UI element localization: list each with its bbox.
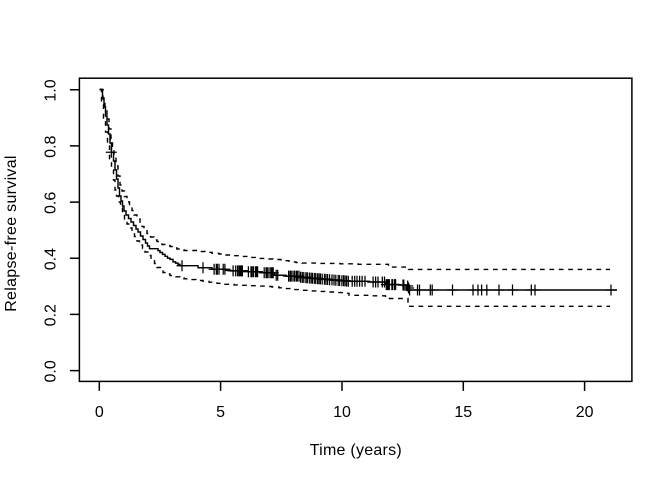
svg-text:20: 20 (576, 404, 594, 421)
svg-text:Time (years): Time (years) (310, 442, 402, 459)
svg-text:0.2: 0.2 (43, 304, 60, 326)
svg-text:Relapse-free survival: Relapse-free survival (3, 155, 20, 312)
svg-text:5: 5 (216, 404, 225, 421)
svg-text:0.8: 0.8 (43, 135, 60, 157)
svg-text:15: 15 (454, 404, 472, 421)
svg-text:1.0: 1.0 (43, 79, 60, 101)
svg-text:0.0: 0.0 (43, 360, 60, 382)
svg-text:0: 0 (95, 404, 104, 421)
svg-text:10: 10 (333, 404, 351, 421)
svg-text:0.6: 0.6 (43, 192, 60, 214)
svg-text:0.4: 0.4 (43, 248, 60, 270)
